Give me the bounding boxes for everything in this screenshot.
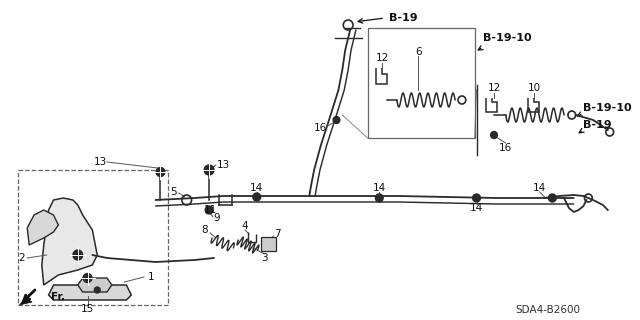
Text: 1: 1 — [147, 272, 154, 282]
Polygon shape — [28, 210, 58, 245]
Text: B-19: B-19 — [389, 13, 418, 23]
Circle shape — [73, 250, 83, 260]
Circle shape — [205, 206, 213, 214]
Polygon shape — [19, 298, 32, 305]
Text: 9: 9 — [214, 213, 220, 223]
Text: 14: 14 — [372, 183, 386, 193]
Circle shape — [94, 287, 100, 293]
Text: 13: 13 — [93, 157, 107, 167]
Text: 14: 14 — [250, 183, 263, 193]
Polygon shape — [42, 198, 97, 285]
Text: 11: 11 — [204, 205, 217, 215]
Text: 7: 7 — [274, 229, 280, 239]
Text: Fr.: Fr. — [51, 292, 65, 302]
Circle shape — [204, 165, 214, 175]
Text: 16: 16 — [314, 123, 328, 133]
Bar — [260, 237, 276, 251]
Circle shape — [491, 132, 497, 139]
Text: 13: 13 — [217, 160, 230, 170]
Circle shape — [253, 193, 260, 201]
Circle shape — [333, 116, 340, 124]
Bar — [367, 28, 475, 138]
Polygon shape — [78, 278, 112, 292]
Bar — [17, 170, 168, 305]
Text: 15: 15 — [81, 304, 94, 314]
Text: 8: 8 — [201, 225, 207, 235]
Text: 16: 16 — [499, 143, 512, 153]
Text: 10: 10 — [527, 83, 540, 93]
Text: 4: 4 — [242, 221, 248, 231]
Text: 5: 5 — [170, 187, 177, 197]
Text: 12: 12 — [376, 53, 389, 63]
Circle shape — [83, 274, 92, 283]
Text: 3: 3 — [261, 253, 268, 263]
Text: 14: 14 — [470, 203, 483, 213]
Text: 12: 12 — [488, 83, 500, 93]
Text: 14: 14 — [533, 183, 547, 193]
Text: 2: 2 — [18, 253, 25, 263]
Circle shape — [156, 167, 165, 177]
Circle shape — [376, 194, 383, 202]
Text: B-19-10: B-19-10 — [483, 33, 532, 43]
Text: B-19: B-19 — [584, 120, 612, 130]
Polygon shape — [49, 285, 131, 300]
Circle shape — [548, 194, 556, 202]
Text: B-19-10: B-19-10 — [584, 103, 632, 113]
Text: SDA4-B2600: SDA4-B2600 — [515, 305, 580, 315]
Circle shape — [472, 194, 481, 202]
Text: 6: 6 — [415, 47, 422, 57]
